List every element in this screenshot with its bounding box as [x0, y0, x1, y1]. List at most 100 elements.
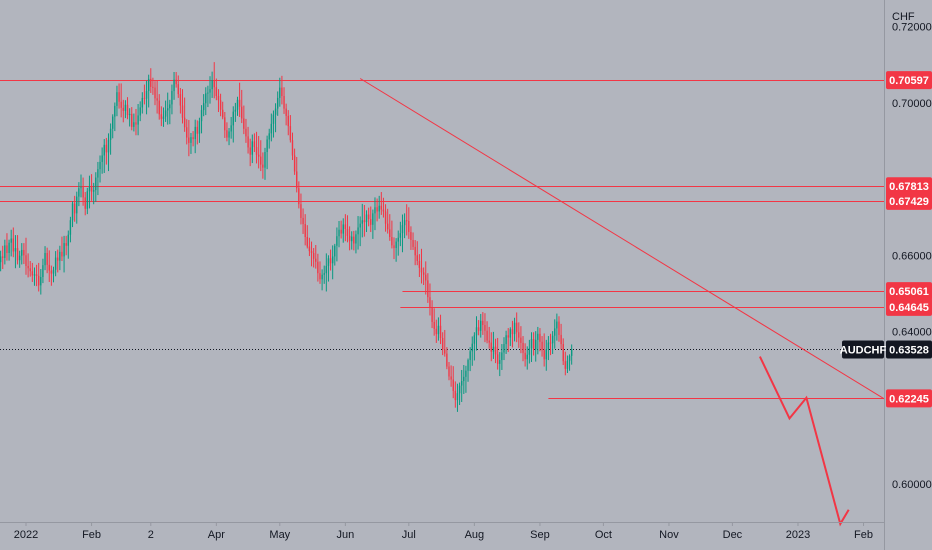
candle-body [27, 265, 29, 269]
candle [101, 147, 103, 174]
candle-body [99, 161, 101, 170]
candle [494, 338, 497, 364]
candle [570, 344, 573, 365]
candle-body [558, 321, 560, 335]
horizontal-levels [0, 80, 885, 399]
candle [518, 322, 520, 348]
time-tick-label: 2023 [786, 529, 810, 541]
candle [545, 339, 547, 371]
candle [300, 193, 302, 225]
candle [511, 320, 514, 348]
candle-body [274, 108, 277, 115]
candle [29, 261, 31, 277]
candle [374, 197, 376, 231]
candle-body [135, 122, 137, 125]
candle [209, 76, 211, 104]
candle-body [291, 140, 294, 156]
candle [351, 231, 353, 250]
candle-body [418, 261, 421, 268]
level-badge: 0.67429 [886, 191, 932, 210]
candle-body [346, 228, 349, 236]
time-tick-label: Jun [336, 529, 354, 541]
candle-body [76, 196, 78, 214]
projection-path[interactable] [758, 356, 850, 527]
candle [515, 312, 518, 343]
candle-body [207, 92, 209, 94]
level-badge: 0.70597 [886, 71, 932, 90]
candle-body [10, 238, 12, 243]
candle-body [86, 191, 89, 209]
candle [365, 210, 368, 233]
candle [243, 105, 245, 135]
candle [344, 214, 347, 242]
symbol-tag-text: AUDCHF [840, 344, 887, 356]
candle-body [566, 360, 569, 369]
candle-body [363, 220, 366, 223]
candle-body [186, 127, 188, 138]
candle-body [124, 104, 127, 111]
candle-body [378, 205, 380, 212]
candle [293, 148, 296, 175]
candle [535, 331, 537, 362]
candle-body [48, 264, 50, 271]
time-tick-label: May [269, 529, 290, 541]
candle-body [114, 105, 116, 117]
candle-body [245, 128, 247, 137]
candle [439, 314, 442, 345]
candle-body [194, 126, 196, 140]
candle-body [543, 350, 545, 360]
candle [213, 62, 215, 99]
candle-body [107, 139, 110, 153]
candle-body [150, 78, 152, 87]
candle [289, 115, 292, 143]
candle-body [376, 207, 378, 212]
candle-body [329, 258, 332, 264]
candle-body [539, 333, 541, 342]
candle [513, 317, 516, 342]
level-badge-text: 0.70597 [889, 75, 929, 87]
candle [190, 132, 192, 154]
candle [429, 283, 431, 316]
candle [63, 235, 65, 273]
candle [393, 237, 395, 260]
candle-body [253, 141, 256, 148]
candle [520, 326, 522, 354]
candle [507, 328, 509, 353]
candle [406, 204, 408, 236]
candle-body [380, 205, 383, 210]
candle [86, 187, 89, 215]
candle [416, 241, 418, 266]
candle-body [164, 110, 167, 117]
candle [2, 245, 4, 270]
candle [126, 97, 129, 120]
candle-body [410, 232, 412, 241]
candle-body [145, 91, 148, 99]
candle [475, 316, 478, 351]
candle-body [374, 207, 376, 214]
descending-trendline[interactable] [359, 78, 886, 400]
candle [524, 343, 526, 367]
candle [171, 84, 173, 115]
candle [463, 365, 465, 394]
candle [435, 319, 438, 343]
candle-body [414, 246, 416, 256]
candle [173, 72, 175, 100]
candle [116, 85, 118, 117]
level-badge: 0.65061 [886, 282, 932, 301]
candle [50, 265, 53, 286]
candle-body [103, 144, 105, 156]
candle-body [177, 84, 179, 95]
candle-body [522, 342, 524, 353]
candle-body [133, 122, 135, 127]
candle [348, 226, 351, 251]
candle [437, 317, 440, 341]
candle-body [264, 152, 266, 168]
candle-body [234, 109, 237, 112]
candle [118, 83, 120, 109]
candle-body [14, 248, 17, 252]
candle [473, 332, 476, 361]
price-tick-label: 0.60000 [892, 479, 932, 491]
candle-body [243, 118, 245, 129]
